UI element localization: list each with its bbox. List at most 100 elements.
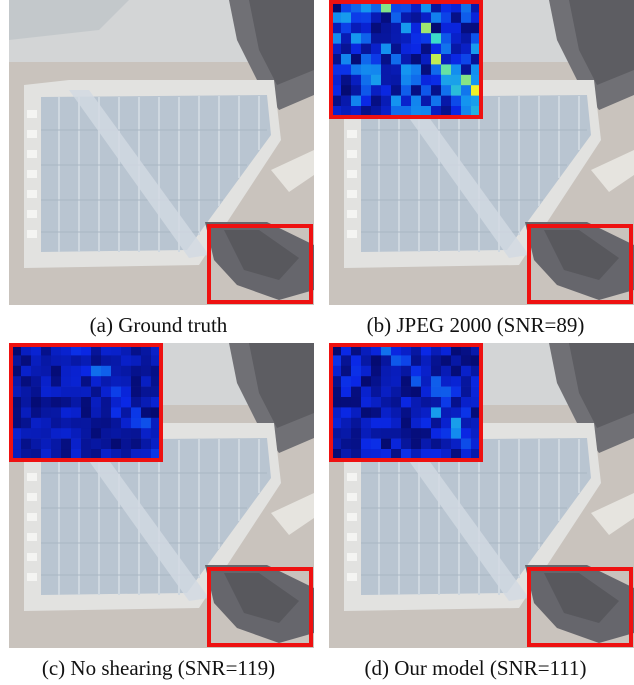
heatmap-cell xyxy=(361,449,372,460)
heatmap-cell xyxy=(41,355,52,367)
heatmap-cell xyxy=(71,397,82,408)
heatmap-cell xyxy=(31,355,42,367)
heatmap-cell xyxy=(81,386,92,398)
heatmap-cell xyxy=(51,376,62,387)
heatmap-cell xyxy=(451,33,462,44)
heatmap-cell xyxy=(451,438,462,450)
heatmap-cell xyxy=(131,417,142,429)
error-map-frame xyxy=(329,343,483,462)
heatmap-cell xyxy=(411,397,422,408)
heatmap-cell xyxy=(341,74,352,86)
heatmap-cell xyxy=(451,449,462,460)
heatmap-cell xyxy=(451,22,462,34)
heatmap-cell xyxy=(341,438,352,450)
heatmap-cell xyxy=(91,417,102,429)
heatmap-cell xyxy=(101,417,112,429)
heatmap-cell xyxy=(401,64,412,76)
heatmap-cell xyxy=(101,386,112,398)
heatmap-cell xyxy=(61,365,72,377)
heatmap-cell xyxy=(341,22,352,34)
heatmap-cell xyxy=(401,22,412,34)
heatmap-cell xyxy=(61,376,72,387)
heatmap-cell xyxy=(401,33,412,44)
heatmap-cell xyxy=(81,407,92,419)
heatmap-cell xyxy=(351,95,362,107)
heatmap-cell xyxy=(431,397,442,408)
zoom-region-box xyxy=(527,567,633,647)
heatmap-cell xyxy=(401,345,412,356)
heatmap-cell xyxy=(121,365,132,377)
heatmap-cell xyxy=(411,376,422,387)
heatmap-cell xyxy=(151,376,162,387)
heatmap-cell xyxy=(111,355,122,367)
error-map-frame xyxy=(9,343,163,462)
heatmap-cell xyxy=(361,22,372,34)
heatmap-cell xyxy=(471,22,482,34)
heatmap-cell xyxy=(331,365,342,377)
heatmap-cell xyxy=(11,376,22,387)
heatmap-cell xyxy=(91,376,102,387)
heatmap-cell xyxy=(391,428,402,439)
heatmap-cell xyxy=(421,12,432,24)
heatmap-cell xyxy=(31,449,42,460)
heatmap-cell xyxy=(461,386,472,398)
heatmap-cell xyxy=(41,407,52,419)
heatmap-cell xyxy=(331,33,342,44)
heatmap-cell xyxy=(441,365,452,377)
heatmap-cell xyxy=(361,417,372,429)
heatmap-cell xyxy=(381,376,392,387)
heatmap-cell xyxy=(401,74,412,86)
heatmap-cell xyxy=(141,365,152,377)
caption-jpeg2000: (b) JPEG 2000 (SNR=89) xyxy=(366,313,585,337)
heatmap-cell xyxy=(371,85,382,96)
heatmap-cell xyxy=(451,386,462,398)
heatmap-cell xyxy=(431,43,442,55)
heatmap-cell xyxy=(11,407,22,419)
heatmap-cell xyxy=(451,12,462,24)
heatmap-cell xyxy=(11,449,22,460)
heatmap-cell xyxy=(141,386,152,398)
heatmap-cell xyxy=(371,386,382,398)
heatmap-cell xyxy=(411,54,422,65)
heatmap-cell xyxy=(371,417,382,429)
heatmap-cell xyxy=(441,417,452,429)
heatmap-cell xyxy=(381,355,392,367)
heatmap-cell xyxy=(31,376,42,387)
heatmap-cell xyxy=(341,64,352,76)
heatmap-cell xyxy=(431,407,442,419)
heatmap-cell xyxy=(11,397,22,408)
heatmap-cell xyxy=(61,449,72,460)
heatmap-cell xyxy=(341,386,352,398)
heatmap-cell xyxy=(401,407,412,419)
heatmap-cell xyxy=(451,397,462,408)
heatmap-cell xyxy=(421,386,432,398)
heatmap-cell xyxy=(361,365,372,377)
heatmap-cell xyxy=(11,345,22,356)
heatmap-cell xyxy=(151,355,162,367)
heatmap-cell xyxy=(341,345,352,356)
zoom-region-box xyxy=(207,224,313,304)
aerial-image xyxy=(9,343,314,648)
heatmap-cell xyxy=(461,2,472,13)
heatmap-cell xyxy=(61,345,72,356)
heatmap-cell xyxy=(41,449,52,460)
heatmap-cell xyxy=(421,376,432,387)
heatmap-cell xyxy=(431,64,442,76)
heatmap-cell xyxy=(71,345,82,356)
heatmap-cell xyxy=(351,43,362,55)
heatmap-cell xyxy=(381,43,392,55)
heatmap-cell xyxy=(451,355,462,367)
heatmap-cell xyxy=(91,407,102,419)
heatmap-cell xyxy=(381,386,392,398)
heatmap-cell xyxy=(421,345,432,356)
heatmap-cell xyxy=(41,386,52,398)
heatmap-cell xyxy=(411,33,422,44)
heatmap-cell xyxy=(331,407,342,419)
heatmap-cell xyxy=(331,74,342,86)
aerial-image xyxy=(329,343,634,648)
heatmap-cell xyxy=(361,64,372,76)
heatmap-cell xyxy=(441,54,452,65)
error-map-frame xyxy=(329,0,483,119)
heatmap-cell xyxy=(341,95,352,107)
heatmap-cell xyxy=(471,54,482,65)
